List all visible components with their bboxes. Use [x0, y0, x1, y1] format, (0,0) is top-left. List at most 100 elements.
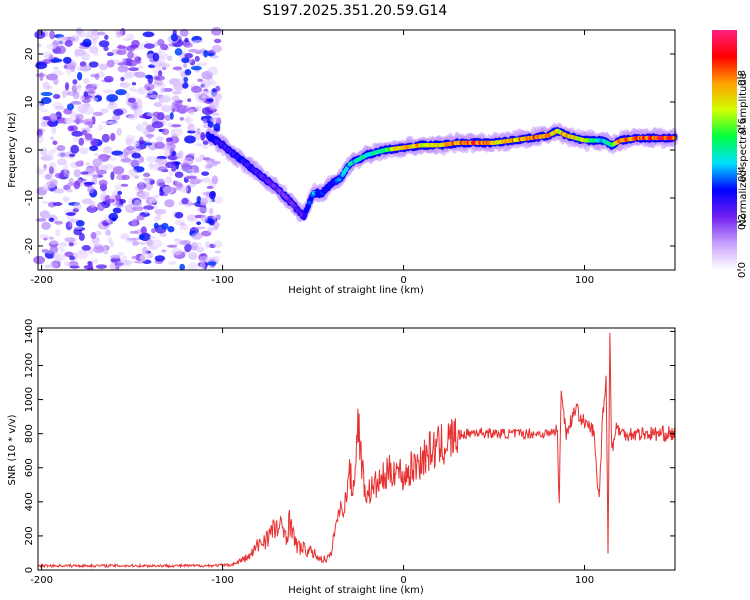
noise-blob [165, 161, 176, 169]
noise-blob [146, 155, 157, 163]
noise-blob [213, 38, 222, 44]
noise-blob [190, 40, 198, 45]
noise-blob [95, 264, 108, 269]
noise-blob [193, 169, 200, 174]
noise-blob [179, 263, 186, 271]
noise-blob [151, 121, 164, 129]
noise-blob [157, 166, 168, 172]
noise-blob [40, 147, 48, 156]
noise-blob [134, 110, 144, 117]
noise-blob [210, 27, 222, 36]
noise-blob [34, 30, 46, 40]
noise-blob [144, 180, 150, 186]
noise-blob [87, 90, 96, 94]
noise-blob [109, 240, 115, 248]
noise-blob [158, 70, 163, 77]
noise-blob [116, 49, 127, 56]
spectrogram-x-label: Height of straight line (km) [288, 285, 424, 296]
noise-blob [138, 156, 145, 163]
noise-blob [155, 136, 164, 143]
noise-blob [52, 201, 63, 206]
noise-blob [107, 120, 119, 125]
noise-blob [93, 245, 105, 254]
noise-blob [111, 150, 124, 156]
noise-blob [123, 71, 133, 80]
noise-blob [77, 71, 83, 81]
noise-blob [207, 261, 217, 266]
noise-blob [115, 260, 124, 267]
noise-blob [194, 143, 203, 147]
noise-blob [184, 52, 193, 59]
noise-blob [83, 33, 93, 39]
noise-blob [92, 111, 104, 117]
noise-blob [41, 213, 53, 217]
colorbar-tick-label: 0.2 [737, 214, 748, 230]
noise-blob [83, 181, 95, 185]
ridge-core [304, 208, 309, 213]
noise-blob [157, 48, 162, 54]
noise-blob [131, 82, 137, 86]
noise-blob [58, 242, 68, 247]
noise-blob [172, 66, 183, 71]
y-tick-label: 20 [24, 48, 35, 61]
noise-blob [196, 127, 201, 135]
noise-blob [41, 221, 51, 230]
noise-blob [47, 150, 56, 154]
noise-blob [167, 122, 174, 128]
noise-blob [75, 113, 84, 121]
noise-blob [121, 174, 130, 181]
noise-blob [126, 137, 134, 143]
noise-blob [49, 262, 59, 269]
chart-title: S197.2025.351.20.59.G14 [263, 3, 448, 19]
noise-blob [127, 51, 135, 59]
noise-blob [165, 137, 173, 143]
noise-blob [188, 108, 195, 116]
noise-blob [88, 261, 93, 270]
noise-blob [72, 137, 80, 142]
noise-blob [105, 229, 111, 236]
noise-blob [188, 251, 198, 261]
y-tick-label: 400 [24, 492, 35, 511]
noise-blob [160, 94, 172, 104]
noise-blob [73, 169, 81, 178]
noise-blob [78, 137, 85, 146]
noise-blob [81, 129, 88, 136]
noise-blob [78, 232, 85, 241]
noise-blob [190, 65, 202, 71]
noise-blob [43, 173, 54, 180]
noise-blob [196, 195, 202, 204]
noise-blob [50, 58, 63, 63]
noise-blob [48, 239, 59, 245]
noise-blob [211, 256, 221, 261]
noise-blob [211, 175, 219, 185]
noise-blob [154, 208, 167, 215]
noise-blob [64, 40, 73, 47]
noise-blob [64, 82, 70, 91]
noise-blob [53, 188, 65, 194]
noise-blob [194, 105, 203, 111]
noise-blob [67, 182, 75, 187]
noise-blob [126, 237, 137, 241]
noise-blob [50, 179, 58, 188]
noise-blob [172, 81, 185, 86]
noise-blob [88, 61, 99, 68]
noise-blob [179, 222, 186, 226]
x-tick-label: -200 [30, 575, 53, 586]
noise-blob [63, 163, 69, 173]
noise-blob [40, 91, 53, 97]
noise-blob [153, 222, 159, 229]
noise-blob [147, 75, 154, 84]
colorbar: 0.0 0.2 0.4 0.6 0.8 Normalized spectral ampl… [712, 30, 749, 278]
x-tick-label: 0 [400, 275, 406, 286]
noise-blob [41, 200, 49, 205]
noise-blob [81, 244, 91, 251]
y-tick-label: 800 [24, 424, 35, 443]
colorbar-tick-label: 0.0 [737, 262, 748, 278]
noise-blob [166, 55, 173, 61]
noise-blob [164, 114, 171, 121]
noise-blob [69, 265, 80, 269]
noise-blob [64, 118, 71, 123]
noise-blob [167, 154, 179, 161]
noise-blob [179, 117, 184, 121]
noise-blob [49, 30, 55, 40]
